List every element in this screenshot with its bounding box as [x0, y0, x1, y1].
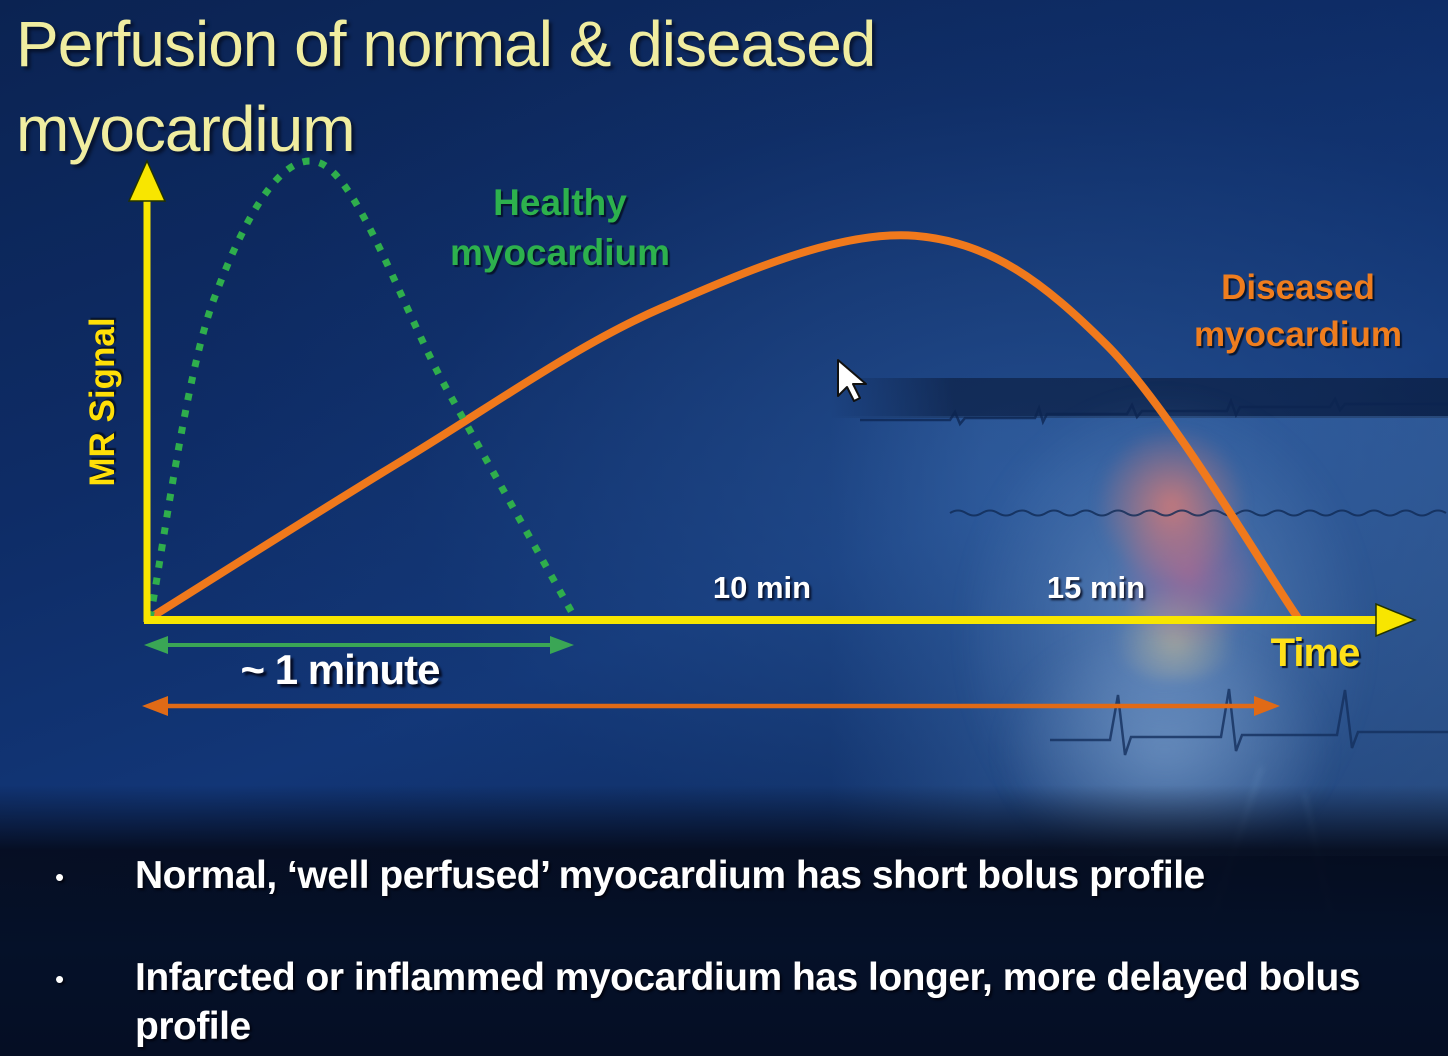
page-title-line2: myocardium	[16, 93, 356, 166]
heart-illustration	[1085, 430, 1265, 680]
bullet-text: Normal, ‘well perfused’ myocardium has s…	[135, 854, 1205, 897]
diseased-label-line2: myocardium	[1193, 315, 1403, 355]
diseased-duration-arrow	[142, 696, 1280, 716]
mouse-cursor-icon	[837, 359, 867, 402]
healthy-curve	[146, 157, 579, 620]
x-tick-10min: 10 min	[712, 570, 812, 605]
list-item: • Infarcted or inflammed myocardium has …	[55, 954, 1385, 1051]
healthy-curve-label: Healthy myocardium	[415, 178, 705, 278]
background-bottom-shade	[0, 785, 1448, 1056]
x-tick-15min: 15 min	[1046, 570, 1146, 605]
list-item: • Normal, ‘well perfused’ myocardium has…	[55, 852, 1385, 900]
x-axis-label: Time	[1270, 631, 1361, 675]
diseased-label-line1: Diseased	[1221, 268, 1375, 307]
diseased-curve-label: Diseased myocardium	[1148, 264, 1448, 359]
x-axis-arrowhead	[1375, 602, 1417, 638]
page-title-line1: Perfusion of normal & diseased	[16, 8, 876, 80]
bullet-icon: •	[55, 964, 64, 995]
healthy-duration-arrow	[144, 636, 574, 654]
y-axis-arrowhead	[127, 159, 167, 202]
bullet-text: Infarcted or inflammed myocardium has lo…	[135, 956, 1361, 1048]
bullet-icon: •	[55, 862, 64, 892]
healthy-label-line1: Healthy	[493, 182, 627, 223]
healthy-label-line2: myocardium	[449, 231, 670, 273]
y-axis-label: MR Signal	[83, 317, 122, 487]
one-minute-annotation: ~ 1 minute	[240, 646, 441, 693]
bullet-list: • Normal, ‘well perfused’ myocardium has…	[55, 852, 1385, 1056]
page-title: Perfusion of normal & diseased myocardiu…	[16, 2, 1116, 172]
diseased-curve	[146, 231, 1302, 622]
